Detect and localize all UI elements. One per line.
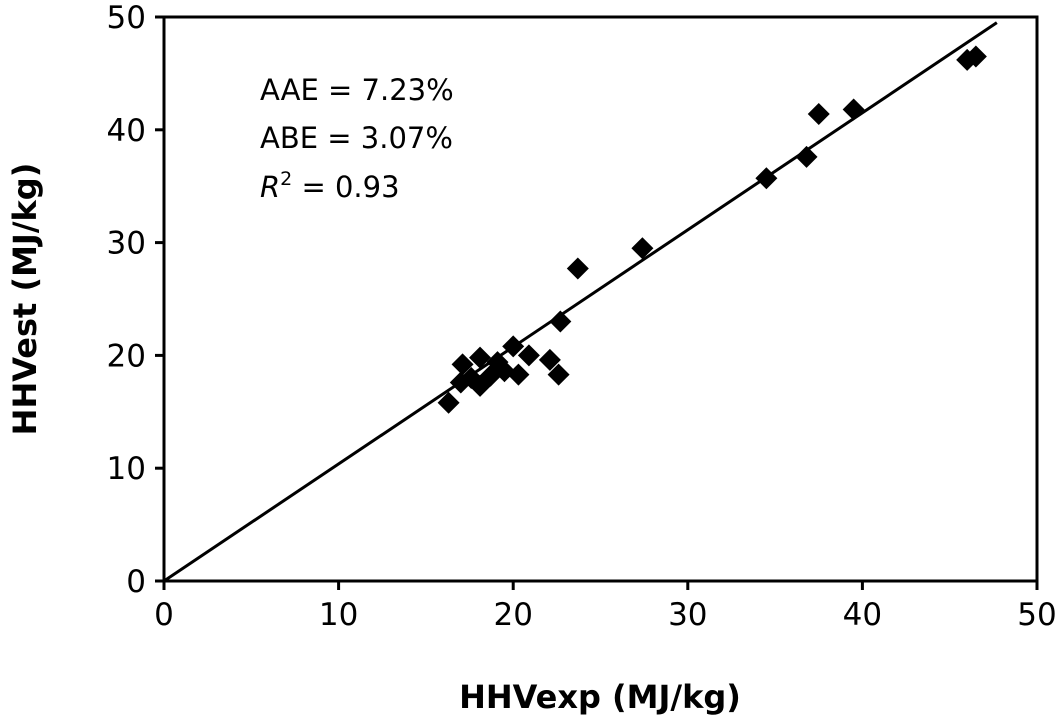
data-point [538,348,561,371]
data-point [549,310,572,333]
data-point [964,45,987,68]
data-point [502,335,525,358]
y-tick-label: 30 [107,226,146,262]
x-tick-label: 50 [1017,597,1056,633]
x-tick-label: 10 [319,597,358,633]
data-point [842,98,865,121]
data-point [507,363,530,386]
data-point [437,391,460,414]
x-axis-title: HHVexp (MJ/kg) [459,678,741,716]
y-tick-label: 10 [107,451,146,487]
data-point [547,363,570,386]
x-tick-label: 0 [154,597,174,633]
data-point [517,344,540,367]
x-tick-label: 20 [493,597,532,633]
y-tick-label: 50 [107,0,146,36]
data-point [795,145,818,168]
y-tick-label: 40 [107,113,146,149]
x-tick-label: 40 [843,597,882,633]
annotation-2: ABE = 3.07% [260,121,453,155]
x-tick-label: 30 [668,597,707,633]
annotation-1: AAE = 7.23% [260,73,454,107]
data-point [469,346,492,369]
data-point [755,167,778,190]
data-point [631,237,654,260]
data-point [451,353,474,376]
y-tick-label: 0 [126,564,146,600]
data-point [807,103,830,126]
annotation-3: R2 = 0.93 [260,168,400,204]
y-tick-label: 20 [107,338,146,374]
plot-area-border [162,15,1039,583]
data-point [566,257,589,280]
y-axis-title: HHVest (MJ/kg) [6,163,44,436]
